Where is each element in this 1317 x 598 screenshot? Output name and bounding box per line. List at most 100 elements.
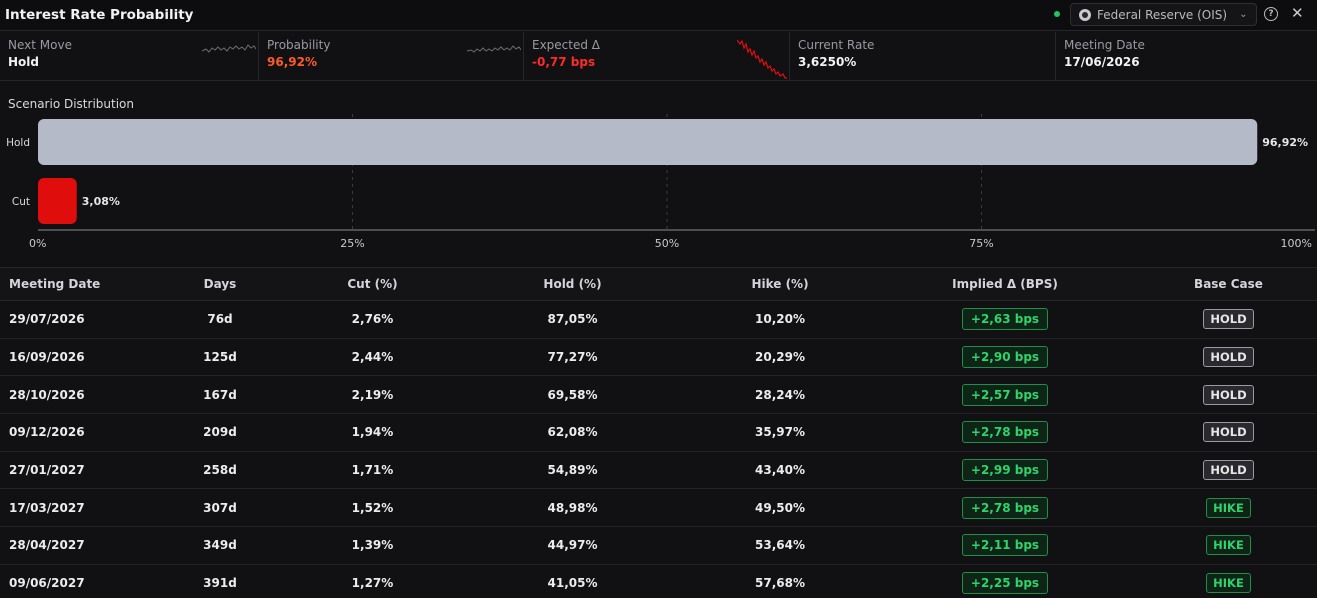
metric-label: Meeting Date: [1064, 38, 1145, 52]
cell-meeting-date: 16/09/2026: [9, 350, 85, 365]
cell-base-case: HOLD: [1140, 309, 1317, 330]
cell-implied-delta: +2,57 bps: [870, 383, 1140, 406]
table-header: Meeting Date Days Cut (%) Hold (%) Hike …: [0, 267, 1317, 301]
cell-cut: 1,27%: [351, 576, 394, 591]
metric-meeting-date: Meeting Date 17/06/2026: [1056, 32, 1317, 81]
bar-hold: [38, 119, 1258, 165]
base-case-badge: HIKE: [1206, 573, 1251, 594]
cell-implied-delta: +2,78 bps: [870, 496, 1140, 519]
metric-value: 96,92%: [267, 55, 317, 69]
cell-meeting-date: 28/04/2027: [9, 538, 85, 553]
cell-base-case: HOLD: [1140, 422, 1317, 443]
col-implied-delta[interactable]: Implied Δ (BPS): [952, 277, 1058, 291]
metric-value: 3,6250%: [798, 55, 857, 69]
cell-hike: 57,68%: [755, 576, 805, 591]
panel-title: Interest Rate Probability: [5, 7, 194, 23]
y-category-label: Cut: [12, 196, 30, 208]
base-case-badge: HOLD: [1203, 460, 1254, 481]
cell-base-case: HOLD: [1140, 460, 1317, 481]
source-select[interactable]: Federal Reserve (OIS) ⌄: [1070, 3, 1257, 26]
cell-meeting-date: 17/03/2027: [9, 500, 85, 515]
implied-delta-pill: +2,90 bps: [961, 346, 1049, 369]
table-row[interactable]: 29/07/2026 76d 2,76% 87,05% 10,20% +2,63 bps H…: [0, 301, 1317, 339]
cell-hold: 62,08%: [547, 425, 598, 440]
cell-days: 209d: [203, 425, 237, 440]
cell-days: 349d: [203, 538, 237, 553]
table-row[interactable]: 28/10/2026 167d 2,19% 69,58% 28,24% +2,57 bps…: [0, 376, 1317, 415]
x-tick-label: 100%: [1281, 237, 1312, 250]
base-case-badge: HOLD: [1203, 384, 1254, 405]
table-row[interactable]: 09/12/2026 209d 1,94% 62,08% 35,97% +2,78 bps…: [0, 414, 1317, 452]
fed-seal-icon: [1079, 8, 1091, 21]
cell-hike: 10,20%: [755, 312, 805, 327]
cell-cut: 2,19%: [351, 387, 394, 402]
cell-days: 307d: [203, 500, 237, 515]
col-base-case[interactable]: Base Case: [1194, 277, 1263, 291]
col-hold[interactable]: Hold (%): [543, 277, 602, 291]
base-case-badge: HOLD: [1203, 347, 1254, 368]
col-days[interactable]: Days: [203, 277, 237, 291]
cell-hold: 54,89%: [547, 463, 598, 478]
cell-days: 76d: [207, 312, 233, 327]
help-icon[interactable]: ?: [1264, 7, 1278, 21]
cell-base-case: HOLD: [1140, 384, 1317, 405]
x-tick-label: 75%: [969, 237, 993, 250]
col-cut[interactable]: Cut (%): [347, 277, 398, 291]
cell-hike: 49,50%: [755, 500, 805, 515]
x-tick-label: 25%: [340, 237, 364, 250]
cell-days: 167d: [203, 387, 237, 402]
metrics-strip: Next Move Hold Probability 96,92% Expect…: [0, 32, 1317, 81]
panel-header: Interest Rate Probability Federal Reserv…: [0, 0, 1317, 31]
cell-cut: 1,52%: [351, 500, 394, 515]
metric-current-rate: Current Rate 3,6250%: [790, 32, 1056, 81]
cell-hike: 28,24%: [755, 387, 805, 402]
chart-bars: [38, 119, 1258, 224]
cell-cut: 1,94%: [351, 425, 394, 440]
metric-value: 17/06/2026: [1064, 55, 1140, 69]
base-case-badge: HIKE: [1206, 497, 1251, 518]
metric-label: Expected Δ: [532, 38, 601, 52]
sparkline-icon: [467, 45, 521, 53]
implied-delta-pill: +2,78 bps: [961, 421, 1049, 444]
live-status-dot-icon: [1054, 11, 1060, 17]
table-row[interactable]: 27/01/2027 258d 1,71% 54,89% 43,40% +2,99 bps…: [0, 452, 1317, 490]
source-select-label: Federal Reserve (OIS): [1097, 7, 1228, 22]
table-row[interactable]: 09/06/2027 391d 1,27% 41,05% 57,68% +2,25 bps…: [0, 565, 1317, 598]
table-row[interactable]: 17/03/2027 307d 1,52% 48,98% 49,50% +2,78 bps…: [0, 489, 1317, 528]
chart-grid: [38, 114, 1315, 231]
col-meeting-date[interactable]: Meeting Date: [9, 277, 101, 291]
chevron-down-icon: ⌄: [1239, 9, 1248, 20]
close-icon[interactable]: ✕: [1291, 4, 1304, 22]
table-row[interactable]: 16/09/2026 125d 2,44% 77,27% 20,29% +2,90 bps…: [0, 339, 1317, 377]
scenario-distribution-chart: 0% 25% 50% 75% 100% Hold 96,92% Cut 3,08%: [6, 114, 1315, 250]
scenario-title: Scenario Distribution: [8, 97, 134, 111]
cell-hike: 53,64%: [755, 538, 805, 553]
cell-cut: 1,71%: [351, 463, 394, 478]
cell-hike: 43,40%: [755, 463, 805, 478]
implied-delta-pill: +2,99 bps: [961, 459, 1049, 482]
cell-base-case: HOLD: [1140, 347, 1317, 368]
table-row[interactable]: 28/04/2027 349d 1,39% 44,97% 53,64% +2,11 bps…: [0, 527, 1317, 565]
cell-hold: 77,27%: [547, 350, 598, 365]
bar-cut: [38, 178, 77, 224]
chart-ticks: 0% 25% 50% 75% 100% Hold 96,92% Cut 3,08%: [6, 136, 1312, 250]
metric-value: Hold: [8, 55, 39, 69]
cell-hike: 35,97%: [755, 425, 805, 440]
meetings-table: Meeting Date Days Cut (%) Hold (%) Hike …: [0, 267, 1317, 598]
metric-label: Probability: [267, 38, 331, 52]
base-case-badge: HOLD: [1203, 422, 1254, 443]
cell-days: 391d: [203, 576, 237, 591]
x-tick-label: 50%: [655, 237, 679, 250]
base-case-badge: HIKE: [1206, 535, 1251, 556]
implied-delta-pill: +2,11 bps: [961, 534, 1049, 557]
cell-meeting-date: 28/10/2026: [9, 387, 85, 402]
cell-base-case: HIKE: [1140, 535, 1317, 556]
cell-meeting-date: 09/06/2027: [9, 576, 85, 591]
cell-implied-delta: +2,78 bps: [870, 421, 1140, 444]
col-hike[interactable]: Hike (%): [751, 277, 809, 291]
implied-delta-pill: +2,57 bps: [961, 383, 1049, 406]
sparkline-icon: [202, 44, 256, 53]
cell-hold: 87,05%: [547, 312, 598, 327]
sparkline-icon: [737, 39, 787, 79]
cell-meeting-date: 27/01/2027: [9, 463, 85, 478]
